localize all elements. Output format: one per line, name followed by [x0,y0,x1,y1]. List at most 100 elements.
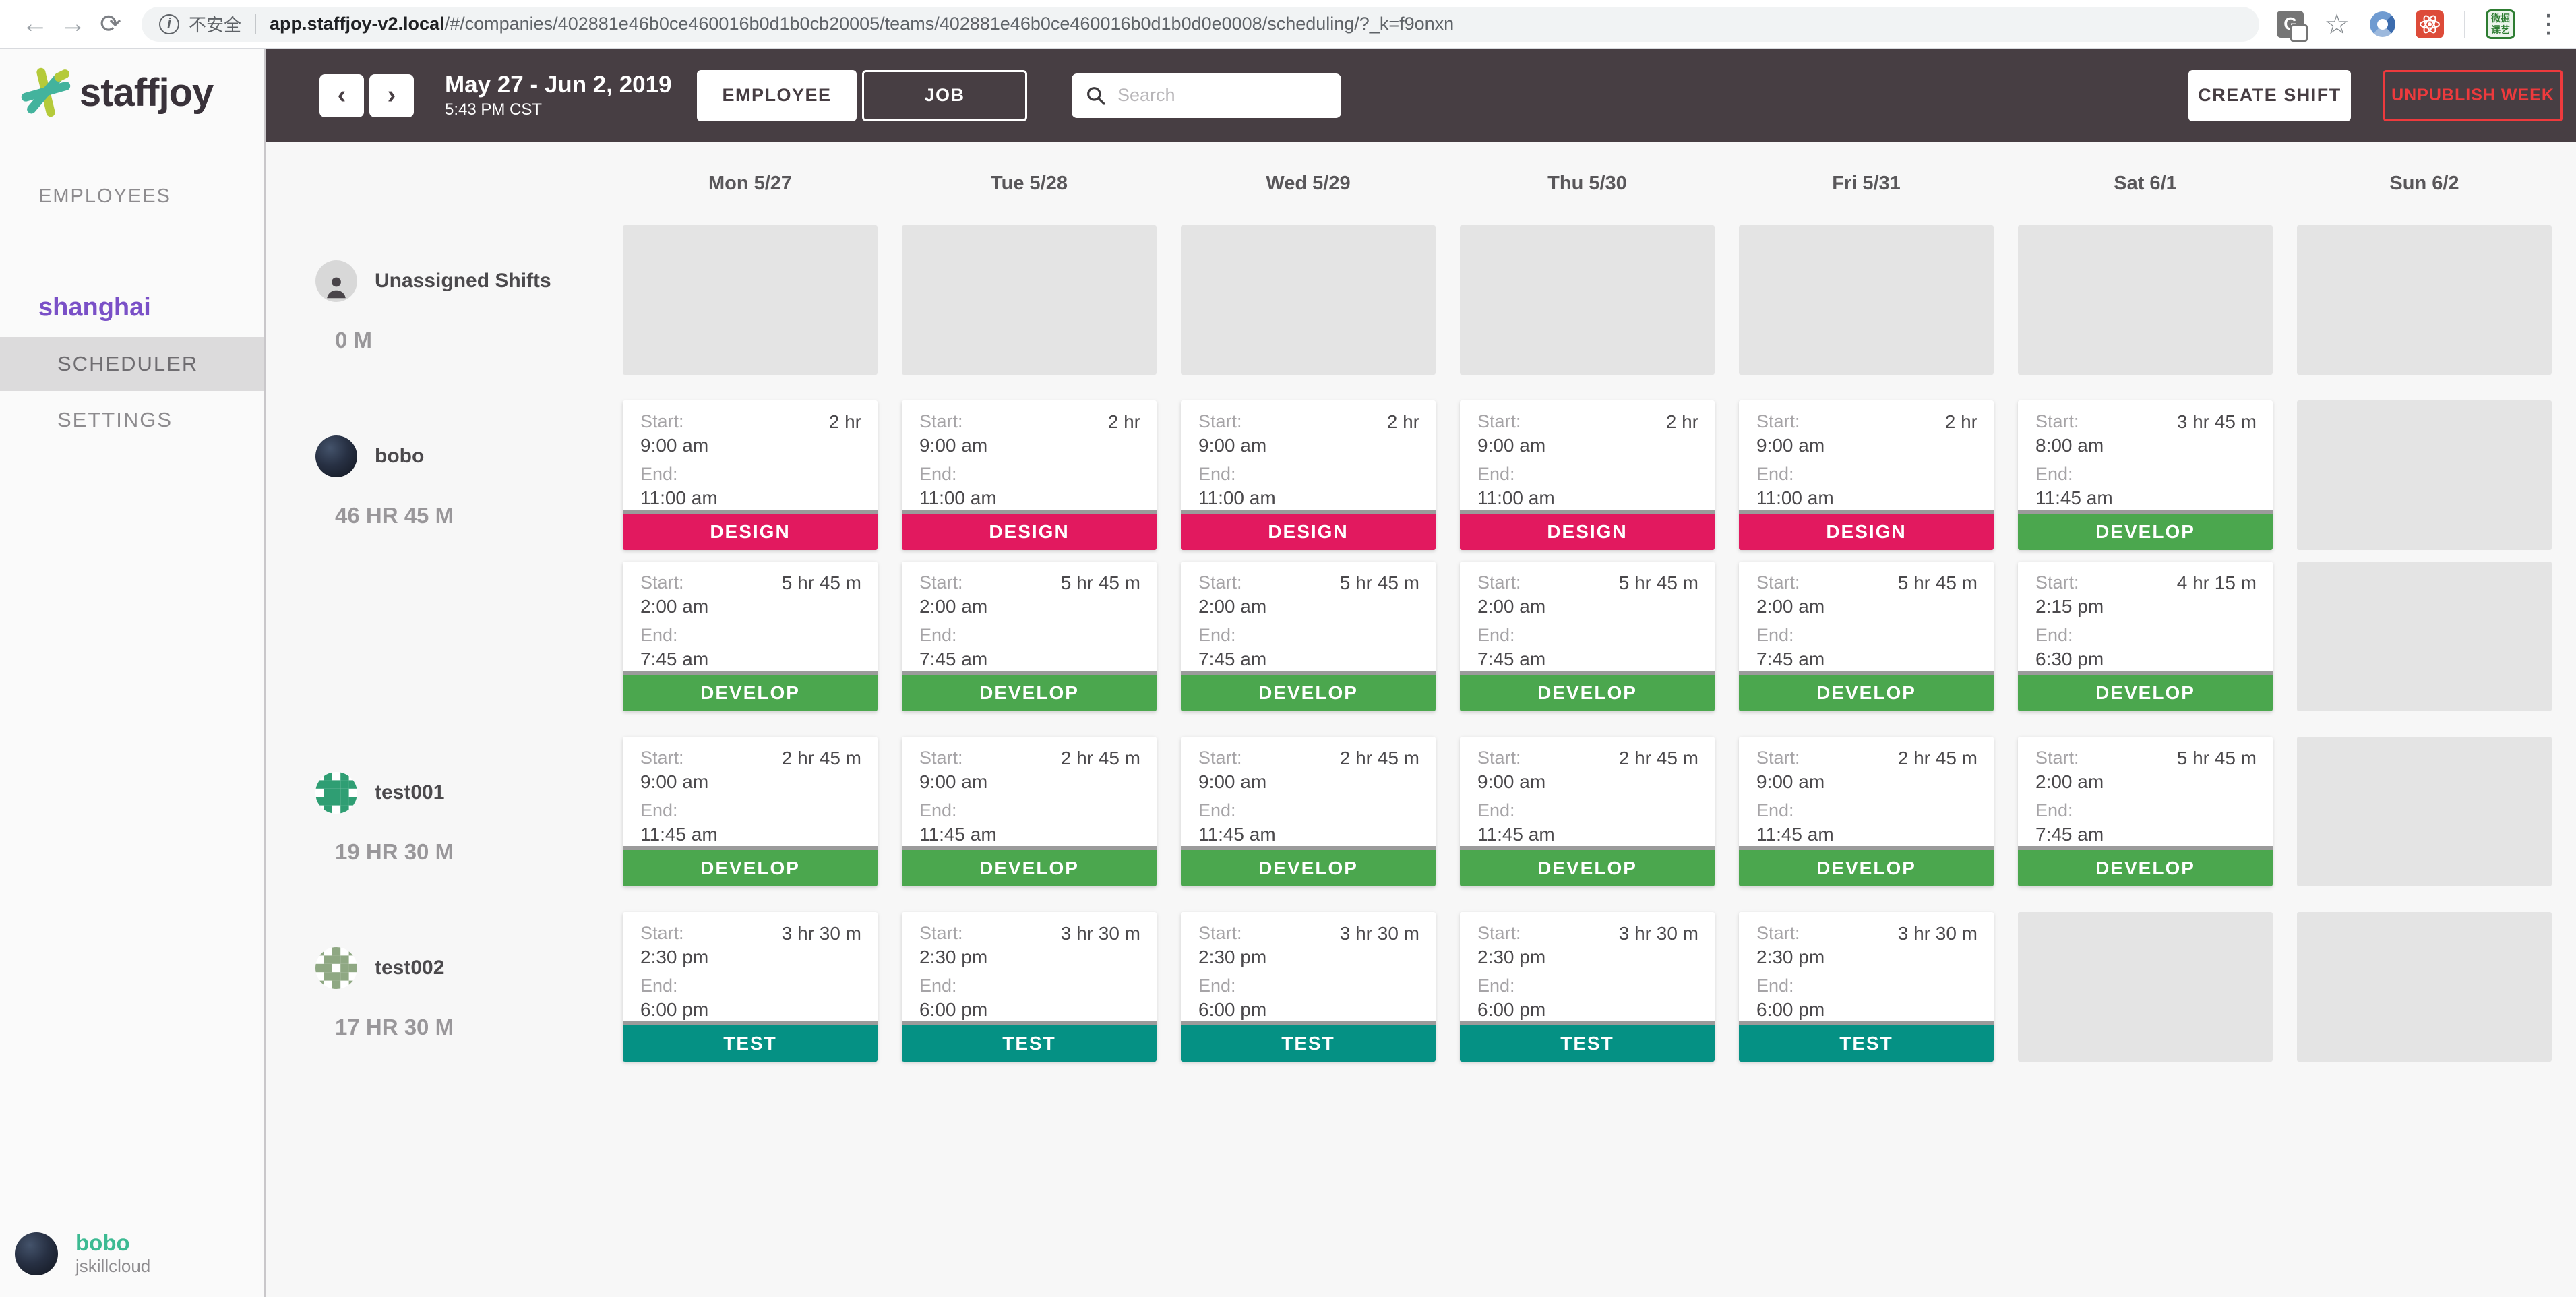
shift-job-bar[interactable]: DEVELOP [2018,510,2273,550]
translate-icon[interactable]: G [2277,10,2308,42]
day-cell-thu-5-30: Start: 9:00 am End: 11:45 am 2 hr 45 m DEVELO… [1460,737,1715,886]
shift-job-bar[interactable]: DEVELOP [1181,846,1436,886]
shift-card[interactable]: Start: 2:00 am End: 7:45 am 5 hr 45 m DEVELOP [623,562,878,711]
security-label[interactable]: 不安全 [189,15,242,35]
employee-hours: 0 M [335,328,373,353]
shift-card[interactable]: Start: 8:00 am End: 11:45 am 3 hr 45 m DEVELO… [2018,400,2273,550]
shift-card[interactable]: Start: 2:30 pm End: 6:00 pm 3 hr 30 m TEST [623,912,878,1062]
shift-start-time: 9:00 am [640,435,709,456]
shift-card[interactable]: Start: 2:30 pm End: 6:00 pm 3 hr 30 m TEST [1460,912,1715,1062]
empty-shift-slot [2018,912,2273,1062]
shift-job-bar[interactable]: TEST [1181,1021,1436,1062]
shift-start-time: 2:15 pm [2035,596,2104,617]
shift-card[interactable]: Start: 9:00 am End: 11:00 am 2 hr DESIGN [1739,400,1994,550]
shift-card[interactable]: Start: 2:15 pm End: 6:30 pm 4 hr 15 m DEVELOP [2018,562,2273,711]
shift-job-bar[interactable]: TEST [1739,1021,1994,1062]
shift-end-label: End: [640,800,678,820]
address-bar[interactable]: i 不安全 app.staffjoy-v2.local/#/companies/… [142,6,2260,42]
shift-end-label: End: [919,464,957,484]
shift-card[interactable]: Start: 9:00 am End: 11:00 am 2 hr DESIGN [902,400,1157,550]
shift-job-bar[interactable]: TEST [1460,1021,1715,1062]
shift-card-body: Start: 9:00 am End: 11:00 am 2 hr [902,400,1157,510]
current-user-company: jskillcloud [75,1256,151,1276]
shift-card[interactable]: Start: 9:00 am End: 11:45 am 2 hr 45 m DEVELO… [902,737,1157,886]
browser-back-icon[interactable]: ← [22,9,49,38]
browser-reload-icon[interactable]: ⟳ [100,10,121,38]
shift-card[interactable]: Start: 2:00 am End: 7:45 am 5 hr 45 m DEVELOP [1181,562,1436,711]
unpublish-week-button[interactable]: UNPUBLISH WEEK [2383,69,2563,121]
shift-card[interactable]: Start: 9:00 am End: 11:45 am 2 hr 45 m DEVELO… [623,737,878,886]
shift-card[interactable]: Start: 2:00 am End: 7:45 am 5 hr 45 m DEVELOP [1460,562,1715,711]
search-input[interactable] [1117,85,1320,106]
shift-job-bar[interactable]: DEVELOP [623,846,878,886]
extension-stamp-icon[interactable]: 微掘课艺 [2486,9,2515,39]
shift-job-bar[interactable]: DESIGN [623,510,878,550]
shift-duration: 3 hr 30 m [1897,923,1977,944]
shift-job-bar[interactable]: DESIGN [1181,510,1436,550]
browser-forward-icon[interactable]: → [59,9,86,38]
sidebar-item-scheduler[interactable]: SCHEDULER [0,337,264,391]
shift-card[interactable]: Start: 2:30 pm End: 6:00 pm 3 hr 30 m TEST [1739,912,1994,1062]
shift-job-bar[interactable]: TEST [623,1021,878,1062]
shift-job-bar[interactable]: DESIGN [1460,510,1715,550]
shift-job-bar[interactable]: DEVELOP [902,846,1157,886]
shift-card[interactable]: Start: 9:00 am End: 11:00 am 2 hr DESIGN [1460,400,1715,550]
create-shift-button[interactable]: CREATE SHIFT [2188,69,2351,121]
shift-card[interactable]: Start: 9:00 am End: 11:45 am 2 hr 45 m DEVELO… [1460,737,1715,886]
shift-card[interactable]: Start: 9:00 am End: 11:45 am 2 hr 45 m DEVELO… [1181,737,1436,886]
empty-shift-slot [1460,225,1715,375]
view-toggle-job[interactable]: JOB [862,69,1027,121]
day-cell-fri-5-31: Start: 2:30 pm End: 6:00 pm 3 hr 30 m TEST [1739,912,1994,1062]
bookmark-star-icon[interactable]: ☆ [2324,7,2350,40]
shift-card[interactable]: Start: 2:30 pm End: 6:00 pm 3 hr 30 m TEST [1181,912,1436,1062]
shift-start-label: Start: [919,572,963,593]
shift-card[interactable]: Start: 9:00 am End: 11:00 am 2 hr DESIGN [623,400,878,550]
test002-avatar [315,947,357,989]
shift-job-bar[interactable]: DEVELOP [1739,846,1994,886]
shift-card[interactable]: Start: 9:00 am End: 11:00 am 2 hr DESIGN [1181,400,1436,550]
prev-week-button[interactable]: ‹ [319,73,364,117]
sidebar-item-employees[interactable]: EMPLOYEES [38,185,171,207]
extension-react-devtools-icon[interactable] [2416,9,2444,38]
shift-duration: 3 hr 30 m [1339,923,1419,944]
sidebar: staffjoy EMPLOYEES shanghai SCHEDULER SE… [0,49,266,1297]
shift-job-bar[interactable]: DEVELOP [2018,846,2273,886]
extension-blue-circle-icon[interactable] [2370,11,2395,37]
search-box[interactable] [1072,73,1341,118]
shift-job-bar[interactable]: DEVELOP [2018,671,2273,711]
sidebar-item-settings[interactable]: SETTINGS [57,408,173,431]
shift-card[interactable]: Start: 2:00 am End: 7:45 am 5 hr 45 m DEVELOP [1739,562,1994,711]
shift-job-bar[interactable]: DESIGN [902,510,1157,550]
shift-start-time: 9:00 am [1477,771,1546,792]
next-week-button[interactable]: › [369,73,414,117]
shift-card-body: Start: 2:00 am End: 7:45 am 5 hr 45 m [623,562,878,671]
shift-job-bar[interactable]: DEVELOP [902,671,1157,711]
shift-job-bar[interactable]: DEVELOP [1739,671,1994,711]
shift-job-bar[interactable]: DEVELOP [623,671,878,711]
shift-card[interactable]: Start: 2:00 am End: 7:45 am 5 hr 45 m DEVELOP [902,562,1157,711]
view-toggle-employee[interactable]: EMPLOYEE [697,69,857,121]
shift-start-time: 2:00 am [1198,596,1267,617]
empty-shift-slot [623,225,878,375]
url-text[interactable]: app.staffjoy-v2.local/#/companies/402881… [270,13,1454,34]
day-cell-mon-5-27: Start: 9:00 am End: 11:45 am 2 hr 45 m DEVELO… [623,737,878,886]
shift-card[interactable]: Start: 2:30 pm End: 6:00 pm 3 hr 30 m TEST [902,912,1157,1062]
shift-end-label: End: [2035,464,2073,484]
shift-duration: 5 hr 45 m [1897,572,1977,593]
shift-card[interactable]: Start: 2:00 am End: 7:45 am 5 hr 45 m DEVELOP [2018,737,2273,886]
shift-end-time: 6:00 pm [1198,999,1267,1020]
empty-shift-slot [2297,225,2552,375]
staffjoy-brand[interactable]: staffjoy [0,49,264,118]
day-cell-wed-5-29 [1181,225,1436,375]
sidebar-team-shanghai[interactable]: shanghai [38,293,151,322]
shift-card[interactable]: Start: 9:00 am End: 11:45 am 2 hr 45 m DEVELO… [1739,737,1994,886]
shift-job-bar[interactable]: TEST [902,1021,1157,1062]
page-info-icon[interactable]: i [159,13,179,34]
shift-job-bar[interactable]: DEVELOP [1460,846,1715,886]
browser-menu-icon[interactable]: ⋮ [2536,9,2561,38]
current-user[interactable]: bobo jskillcloud [15,1230,150,1277]
shift-job-bar[interactable]: DEVELOP [1460,671,1715,711]
day-cell-sun-6-2 [2297,737,2552,886]
shift-job-bar[interactable]: DEVELOP [1181,671,1436,711]
shift-job-bar[interactable]: DESIGN [1739,510,1994,550]
